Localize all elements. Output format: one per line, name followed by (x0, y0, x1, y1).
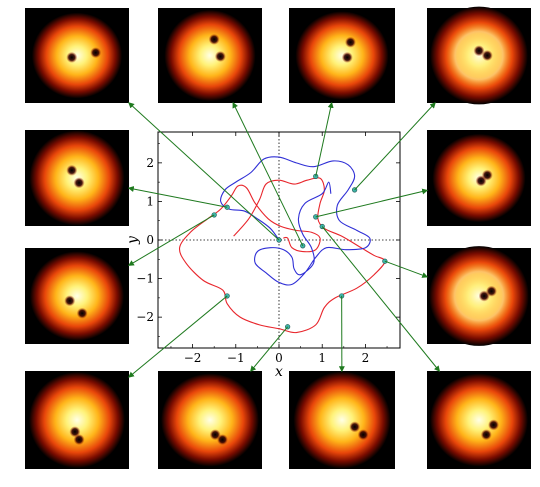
vortex-core (488, 419, 500, 431)
vortex-core (73, 434, 85, 446)
density-panel-5 (25, 130, 129, 226)
density-panel-7 (25, 248, 129, 344)
density-panels (25, 6, 531, 469)
vortex-core (341, 51, 353, 63)
arrow-2 (232, 101, 304, 247)
y-tick-label: 0 (146, 233, 154, 247)
condensate-glow (31, 12, 123, 99)
x-tick-label: −2 (184, 351, 202, 365)
marker-8 (300, 243, 306, 249)
condensate-glow (430, 373, 528, 467)
density-panel-10 (158, 371, 262, 469)
vortex-core (73, 177, 85, 189)
density-panel-2 (158, 8, 262, 103)
vortex-core (76, 307, 88, 319)
arrow-8 (384, 260, 429, 278)
density-panel-4 (427, 6, 531, 105)
x-axis-label: x (275, 364, 283, 380)
condensate-glow (28, 371, 126, 469)
arrow-7 (127, 214, 215, 266)
condensate-glow (29, 251, 125, 341)
arrow-9 (128, 295, 228, 378)
vortex-core (208, 33, 220, 45)
arrow-4 (354, 102, 436, 191)
vortex-core (344, 36, 356, 48)
density-panel-9 (25, 371, 129, 469)
vortex-core (357, 429, 369, 441)
red-trajectory (178, 177, 386, 334)
y-axis-label: y (125, 235, 141, 245)
y-tick-label: 2 (146, 156, 154, 170)
density-panel-6 (427, 130, 531, 226)
arrow-1 (128, 102, 280, 241)
zero-lines (158, 132, 400, 348)
condensate-glow (293, 371, 391, 469)
condensate-glow (295, 11, 389, 100)
density-panel-8 (427, 246, 531, 346)
condensate-glow (164, 9, 256, 102)
blue-trajectory (219, 156, 371, 286)
axis-ticks: −2 −1 0 1 2 −2 −1 0 1 2 (136, 132, 400, 365)
vortex-core (216, 434, 228, 446)
arrow-5 (127, 186, 228, 208)
vortex-core (90, 47, 102, 59)
vortex-core (481, 50, 493, 61)
arrow-10 (250, 326, 289, 372)
vortex-core (485, 285, 497, 297)
vortex-core (66, 164, 78, 176)
arrow-6 (315, 188, 429, 218)
y-tick-label: 1 (146, 194, 154, 208)
density-panel-1 (25, 8, 129, 103)
arrows (127, 101, 441, 378)
x-tick-label: −1 (227, 351, 245, 365)
vortex-core (214, 50, 226, 62)
y-tick-label: −2 (136, 310, 154, 324)
vortex-core (473, 45, 485, 57)
trajectory-curves (178, 156, 386, 334)
x-tick-label: 2 (362, 351, 370, 365)
vortex-core (64, 295, 76, 307)
vortex-core (349, 421, 361, 433)
y-tick-label: −1 (136, 272, 154, 286)
density-panel-3 (289, 8, 395, 103)
trajectory-plot: −2 −1 0 1 2 −2 −1 0 1 2 x y (125, 131, 401, 380)
vortex-core (66, 51, 78, 63)
arrow-3 (315, 101, 334, 177)
density-panel-11 (289, 371, 395, 469)
density-panel-12 (427, 371, 531, 469)
arrow-12 (321, 226, 441, 372)
x-tick-label: 1 (318, 351, 326, 365)
vortex-core (480, 429, 492, 441)
x-tick-label: 0 (275, 351, 283, 365)
vortex-core (481, 169, 493, 181)
condensate-glow (161, 373, 259, 467)
